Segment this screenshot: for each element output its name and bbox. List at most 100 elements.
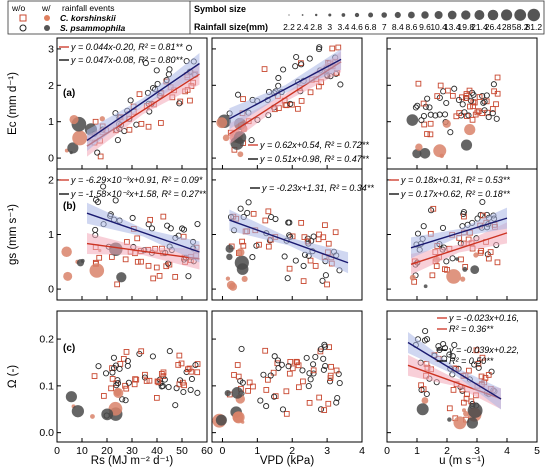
data-point [427,131,434,138]
data-point [146,377,153,384]
data-point [188,368,195,375]
fit-equation-sp: y = -1.58×10⁻²x+1.58, R² = 0.27** [70,189,206,199]
data-point [414,102,421,109]
legend-size-marker [408,11,415,19]
x-tick-label: 60 [201,445,213,457]
rain-event-point [72,130,88,146]
data-point [240,242,247,249]
legend-size-marker [527,8,540,22]
data-point [306,370,313,377]
data-point [283,388,290,395]
legend-size-label: 2.2 [283,22,295,32]
fit-equation-ck: y = 0.18x+0.31, R² = 0.53** [400,175,510,185]
rain-event-point [473,252,479,258]
data-point [493,101,499,108]
data-point [445,87,451,94]
legend-sp-wo-marker [19,24,27,32]
x-tick-label: 4 [359,445,365,457]
data-point [332,229,339,236]
legend-size-marker [328,13,332,17]
data-point [262,217,269,224]
data-point [298,98,305,104]
fit-line-sp [229,58,342,120]
data-point [295,105,301,112]
data-point [91,373,98,379]
data-point [125,379,132,386]
rain-event-point [423,284,428,289]
rain-event-point [63,271,73,281]
data-point [285,363,292,370]
data-point [260,371,267,378]
data-point [154,378,161,385]
legend-size-label: 7 [382,22,387,32]
data-point [116,365,123,372]
y-axis-label: gs (mm s⁻¹) [7,204,19,265]
data-point [131,381,138,388]
data-point [320,366,327,373]
data-point [234,362,241,368]
data-point [272,215,279,223]
legend-size-marker [514,9,527,21]
data-point [129,214,136,222]
data-point [310,233,317,240]
rain-event-point [467,403,483,418]
data-point [123,349,130,355]
x-tick-label: 10 [76,445,88,457]
data-point [446,405,453,412]
data-point [478,248,485,254]
y-tick-label: 2 [48,174,54,186]
data-point [326,344,332,351]
legend-wo: w/o [11,3,26,13]
data-point [138,258,144,265]
data-point [440,88,447,95]
data-point [237,205,244,212]
data-point [172,274,179,280]
data-point [471,99,478,106]
y-tick-label: 2 [48,80,54,92]
x-tick-label: 2 [289,445,295,457]
fit-equation-sp: y = -0.23x+1.31, R² = 0.34** [261,183,374,193]
data-point [432,112,439,119]
y-axis-label: Ec (mm d⁻¹) [7,72,19,135]
data-point [465,112,472,119]
panel-a3 [386,37,538,170]
rain-event-point [460,139,473,151]
data-point [158,120,164,126]
panel-label: (a) [63,88,75,99]
data-point [421,121,428,128]
data-point [92,226,99,233]
data-point [114,281,121,288]
data-point [92,118,99,125]
panel-frame [211,310,363,443]
data-point [412,104,419,111]
data-point [485,114,492,121]
data-point [284,275,291,282]
data-point [177,377,184,384]
data-point [164,222,171,229]
data-point [449,353,456,360]
data-point [439,224,447,231]
rain-event-point [415,143,423,151]
data-point [490,81,497,88]
data-point [155,379,162,386]
data-point [321,407,328,413]
legend-size-marker [447,10,457,20]
legend-size-label: 3.4 [337,22,349,32]
data-point [166,348,173,355]
legend-events: rainfall events [62,3,114,13]
data-point [447,129,454,136]
legend-size-marker [341,13,346,17]
fit-equation-ck: R² = 0.36** [449,324,494,334]
data-point [150,275,157,282]
rain-event-point [232,411,244,423]
legend-size-marker [314,13,318,17]
data-point [329,45,336,52]
x-tick-label: 4 [504,445,510,457]
rain-event-point [236,248,245,257]
data-point [159,382,166,390]
legend-box [7,0,545,35]
x-tick-label: 30 [126,445,138,457]
data-point [310,367,317,374]
y-tick-label: 1 [48,116,54,128]
rain-event-point [69,114,79,125]
